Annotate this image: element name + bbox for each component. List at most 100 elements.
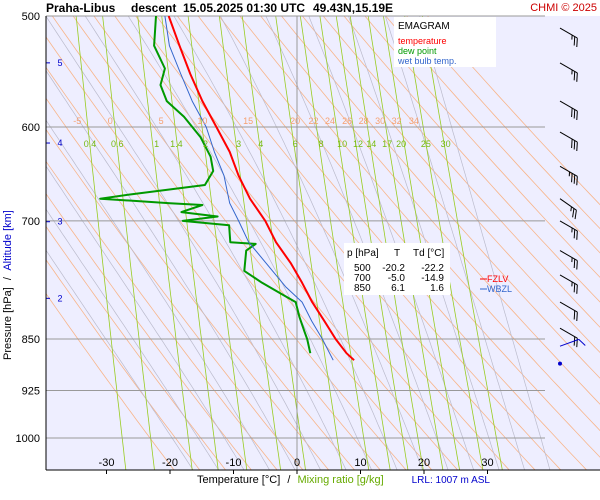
wind-barb	[559, 250, 578, 270]
wind-barb-flag	[571, 108, 573, 118]
moist-adiabat	[46, 165, 245, 470]
moist-adiabat	[46, 16, 321, 470]
chart-title-coords: 49.43N,15.19E	[313, 1, 393, 15]
wind-barb-flag	[576, 230, 578, 240]
moist-adiabat	[46, 70, 296, 470]
mixing-ratio-line	[187, 16, 248, 470]
mixing-ratio-line	[421, 16, 503, 470]
dry-adiabat	[46, 193, 252, 470]
isotherm-tick-label: 32	[392, 116, 402, 126]
pressure-tick-label: 600	[22, 122, 40, 134]
mixing-ratio-tick-label: 6	[293, 139, 298, 149]
wind-barb	[559, 165, 578, 186]
wind-barb-half-flag	[571, 227, 573, 233]
isotherm-tick-label: 28	[359, 116, 369, 126]
temperature-tick-label: 20	[418, 457, 430, 469]
x-axis-label-temperature: Temperature [°C]	[197, 474, 280, 486]
dry-adiabat	[72, 16, 433, 470]
wind-barb-flag	[576, 72, 578, 82]
altitude-tick-label: 2	[57, 293, 62, 303]
moist-adiabat	[173, 16, 398, 470]
wind-barb-flag	[573, 109, 576, 119]
wind-barbs	[558, 27, 586, 366]
wind-barb-half-flag	[571, 281, 573, 287]
temperature-tick-label: 10	[354, 457, 366, 469]
level-markers: FZLV WBZL	[480, 274, 512, 294]
chart-title-datetime: 15.05.2025 01:30 UTC	[183, 1, 305, 15]
wind-barb-staff	[559, 250, 578, 262]
wind-barb-staff	[559, 131, 578, 143]
svg-text:Pressure [hPa] / A: Pressure [hPa] / Altitude [km]	[2, 210, 14, 360]
fzlv-label: FZLV	[487, 274, 508, 284]
dry-adiabat	[46, 128, 304, 470]
table-row-700-p: 700	[354, 273, 371, 284]
mixing-ratio-line	[218, 16, 282, 470]
temperature-tick-label: 0	[294, 457, 300, 469]
table-row-700-td: -14.9	[421, 273, 444, 284]
moist-adiabat	[46, 208, 220, 470]
chart-title-station: Praha-Libus	[46, 1, 116, 15]
temperature-tick-label: -20	[162, 457, 178, 469]
wind-barb	[559, 274, 578, 294]
wind-barb-flag	[573, 283, 576, 293]
dry-adiabat	[46, 97, 330, 470]
altitude-tick-label: 3	[57, 217, 62, 227]
wind-barb	[559, 62, 578, 82]
legend-title: EMAGRAM	[398, 21, 450, 32]
wind-barb-flag	[571, 139, 573, 149]
mixing-ratio-line	[137, 16, 193, 470]
wind-barb-staff	[559, 301, 578, 313]
wind-barb-flag	[574, 210, 577, 220]
moist-adiabat	[419, 16, 551, 470]
wind-barb	[559, 27, 578, 48]
isotherm-tick-label: 26	[342, 116, 352, 126]
isotherm-tick-label: 30	[375, 116, 385, 126]
mixing-ratio-tick-label: 0.6	[111, 139, 124, 149]
wind-barb-staff	[559, 198, 577, 211]
wind-barb-staff	[559, 338, 579, 347]
wet-bulb-line	[164, 16, 334, 361]
wind-barb-flag	[573, 140, 576, 150]
isotherm-tick-label: 15	[243, 116, 253, 126]
mixing-ratio-tick-label: 2	[203, 139, 208, 149]
wind-barb-flag	[576, 38, 578, 48]
wind-barb-flag	[576, 312, 578, 322]
temperature-tick-label: 30	[481, 457, 493, 469]
mixing-ratio-tick-label: 25	[421, 139, 431, 149]
isotherm-tick-label: 0	[108, 116, 113, 126]
mixing-ratio-tick-label: 0.4	[84, 139, 97, 149]
wind-barb-flag	[572, 208, 575, 218]
dry-adiabat	[46, 66, 356, 470]
grid-lines	[46, 15, 545, 470]
table-row-850-p: 850	[354, 283, 371, 294]
wind-barb-staff	[559, 274, 578, 286]
wind-barb-staff	[559, 27, 578, 39]
wind-barb	[559, 198, 577, 220]
isotherm-tick-label: 20	[290, 116, 300, 126]
x-axis-label-mixing-ratio: Mixing ratio [g/kg]	[297, 474, 383, 486]
wind-barb-flag	[573, 71, 576, 81]
dry-adiabat	[114, 16, 484, 470]
mixing-ratio-tick-label: 4	[258, 139, 263, 149]
mixing-ratio-tick-label: 14	[366, 139, 376, 149]
y-axis-label-separator: /	[2, 276, 14, 280]
wind-barb-calm	[558, 361, 562, 366]
table-row-500-t: -20.2	[382, 263, 405, 274]
wind-barb-flag	[571, 173, 573, 183]
mixing-ratio-tick-label: 12	[353, 139, 363, 149]
wind-barb-flag	[576, 176, 578, 186]
wind-barb-half-flag	[571, 257, 573, 263]
dry-adiabat	[405, 16, 600, 230]
mixing-ratio-line	[75, 16, 127, 470]
mixing-ratio-line	[161, 16, 219, 470]
table-row-700-t: -5.0	[388, 273, 406, 284]
dry-adiabat	[239, 16, 600, 432]
table-row-500-td: -22.2	[421, 263, 444, 274]
mixing-ratio-line	[275, 16, 343, 470]
dry-adiabat	[364, 16, 600, 278]
wind-barb	[559, 100, 578, 121]
x-axis-label-separator: /	[287, 474, 291, 486]
dry-adiabat	[46, 36, 381, 470]
isotherm-tick-label: 10	[197, 116, 207, 126]
